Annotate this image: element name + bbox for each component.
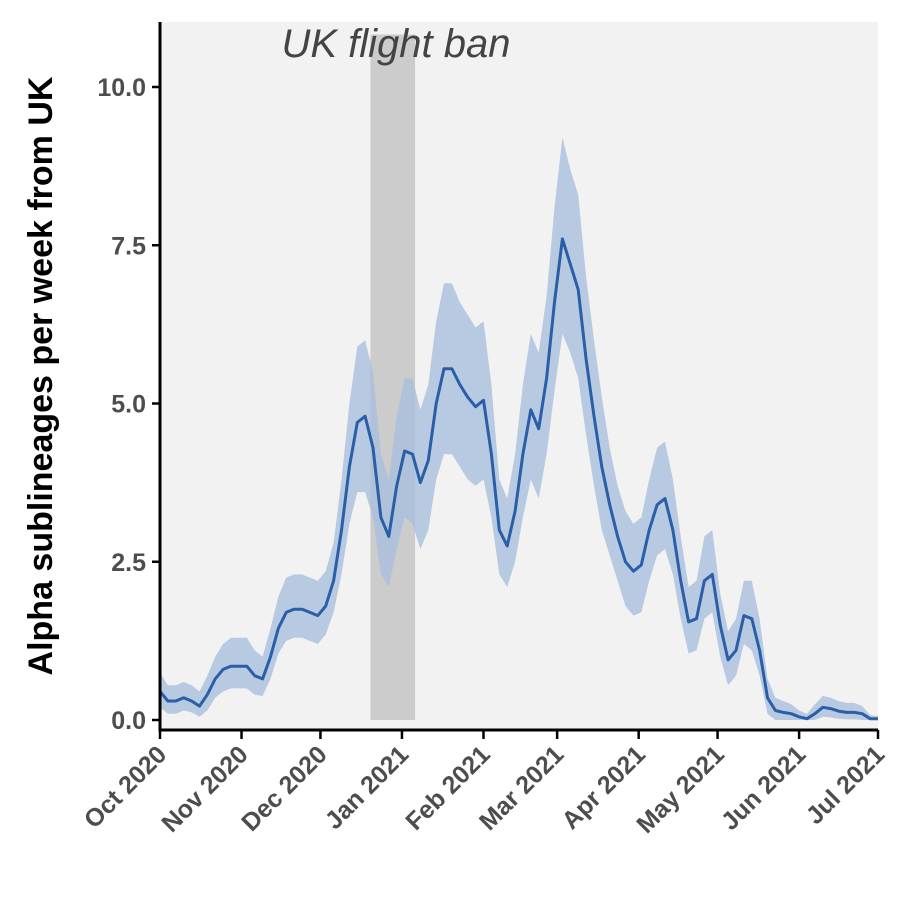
x-tick-label: Dec 2020 bbox=[236, 740, 332, 836]
y-tick-label: 2.5 bbox=[111, 549, 146, 577]
confidence-ribbon bbox=[160, 137, 878, 721]
y-axis-ticks: 0.0 2.5 5.0 7.5 10.0 bbox=[97, 74, 160, 735]
y-tick-label: 7.5 bbox=[111, 232, 146, 260]
y-axis-label: Alpha sublineages per week from UK bbox=[22, 76, 60, 675]
flight-ban-annotation: UK flight ban bbox=[281, 22, 510, 66]
x-tick-label: Jul 2021 bbox=[801, 740, 891, 830]
x-tick-label: Nov 2020 bbox=[156, 740, 253, 837]
x-tick-label: Jan 2021 bbox=[320, 740, 415, 835]
mean-line bbox=[158, 237, 878, 721]
y-tick-label: 5.0 bbox=[111, 391, 146, 419]
x-tick-label: Jun 2021 bbox=[716, 740, 812, 836]
y-tick-label: 10.0 bbox=[97, 74, 146, 102]
flight-ban-shade bbox=[370, 34, 416, 720]
flight-ban-region bbox=[370, 34, 416, 720]
x-tick-label: May 2021 bbox=[631, 740, 729, 838]
ribbon-area bbox=[160, 137, 878, 721]
y-tick-label: 0.0 bbox=[111, 707, 146, 735]
plot-panel bbox=[160, 22, 878, 730]
series-line bbox=[158, 237, 878, 721]
